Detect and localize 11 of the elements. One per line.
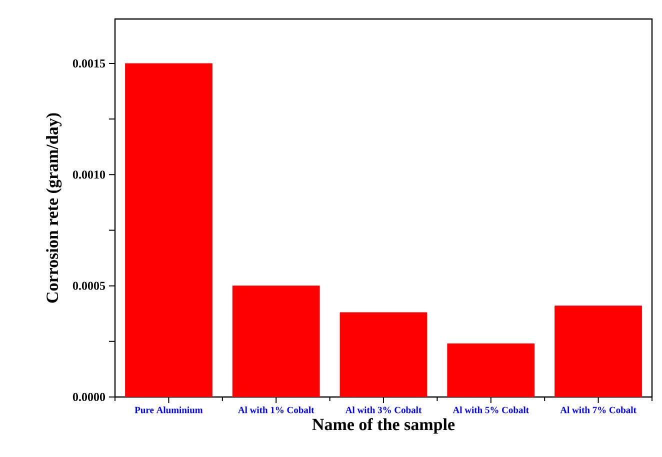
x-tick-label: Pure Aluminium bbox=[134, 406, 203, 414]
x-tick-label: Al with 5% Cobalt bbox=[452, 406, 529, 414]
y-tick-label: 0.0010 bbox=[72, 170, 106, 179]
y-tick-label: 0.0015 bbox=[72, 59, 106, 68]
x-axis-title: Name of the sample bbox=[312, 418, 455, 434]
x-tick-label: Al with 7% Cobalt bbox=[560, 406, 636, 414]
y-axis-title: Corrosion rete (gram/day) bbox=[46, 113, 62, 303]
x-tick-label: Al with 1% Cobalt bbox=[238, 406, 314, 414]
y-tick-label: 0.0005 bbox=[72, 282, 106, 290]
y-tick-label: 0.0000 bbox=[72, 392, 106, 402]
x-tick-label: Al with 3% Cobalt bbox=[345, 406, 422, 414]
